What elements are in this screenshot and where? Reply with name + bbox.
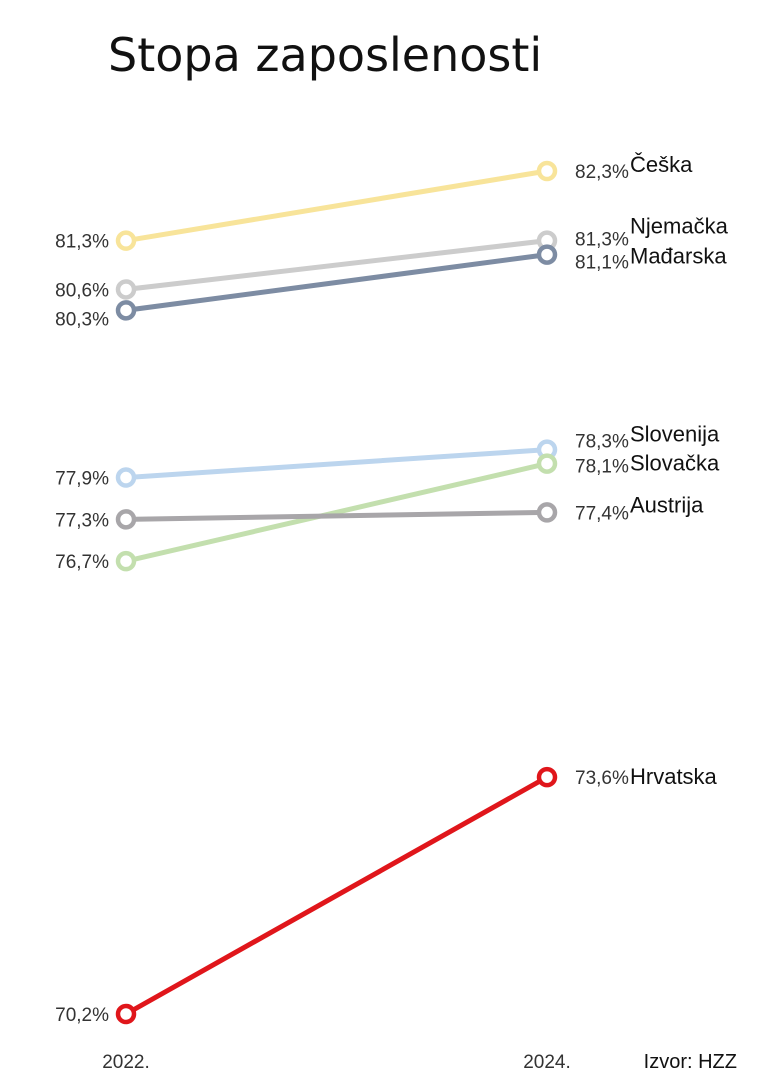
- series-name-label: Austrija: [630, 492, 704, 517]
- series-Slovenija: 77,9% 78,3% Slovenija: [55, 422, 720, 490]
- data-point: [115, 509, 137, 530]
- series-name-label: Slovačka: [630, 451, 720, 476]
- value-label: 80,6%: [55, 280, 109, 301]
- chart-title: Stopa zaposlenosti: [108, 28, 542, 82]
- value-label: 80,3%: [55, 309, 109, 330]
- series-name-label: Njemačka: [630, 214, 729, 239]
- series-line: [123, 238, 550, 292]
- source-note: Izvor: HZZ: [644, 1051, 737, 1073]
- value-label: 78,1%: [575, 457, 629, 478]
- series-line: [123, 447, 550, 481]
- value-label: 70,2%: [55, 1005, 109, 1026]
- series-line: [123, 168, 550, 244]
- value-label: 81,3%: [575, 230, 629, 251]
- data-point: [536, 160, 558, 182]
- data-point: [536, 453, 558, 474]
- series-name-label: Hrvatska: [630, 764, 718, 789]
- value-label: 77,3%: [55, 510, 109, 531]
- x-tick-label: 2022.: [102, 1052, 150, 1073]
- data-point: [115, 300, 137, 321]
- value-label: 82,3%: [575, 162, 629, 183]
- series-Mađarska: 80,3% 81,1% Mađarska: [55, 244, 727, 331]
- series-Njemačka: 80,6%81,3%Njemačka: [55, 214, 728, 302]
- data-point: [536, 502, 558, 523]
- value-label: 77,9%: [55, 469, 109, 490]
- series-Austrija: 77,3% 77,4% Austrija: [55, 492, 704, 531]
- series-name-label: Češka: [630, 152, 693, 177]
- data-point: [115, 1003, 137, 1025]
- value-label: 81,1%: [575, 253, 629, 274]
- series-line: [123, 461, 550, 564]
- series-line: [123, 509, 550, 522]
- series-Slovačka: 76,7% 78,1% Slovačka: [55, 451, 720, 574]
- series-Hrvatska: 70,2% 73,6% Hrvatska: [55, 764, 717, 1026]
- data-point: [536, 244, 558, 265]
- data-point: [115, 550, 137, 572]
- data-point: [115, 230, 137, 251]
- x-axis: 2022. 2024.: [102, 1052, 571, 1073]
- series-line: [123, 252, 550, 313]
- series-name-label: Slovenija: [630, 422, 720, 447]
- value-label: 81,3%: [55, 232, 109, 253]
- value-label: 78,3%: [575, 432, 629, 453]
- x-tick-label: 2024.: [523, 1052, 571, 1073]
- series-name-label: Mađarska: [630, 244, 727, 269]
- data-point: [536, 766, 558, 788]
- value-label: 76,7%: [55, 552, 109, 573]
- series-Češka: 81,3% 82,3% Češka: [55, 152, 693, 253]
- value-label: 73,6%: [575, 768, 629, 789]
- series-line: [123, 774, 550, 1017]
- data-point: [115, 467, 137, 488]
- value-label: 77,4%: [575, 503, 629, 524]
- data-point: [115, 279, 137, 300]
- series-layer: 81,3%82,3% Češka80,6%81,3%Njemačka80,3%81…: [55, 152, 728, 1026]
